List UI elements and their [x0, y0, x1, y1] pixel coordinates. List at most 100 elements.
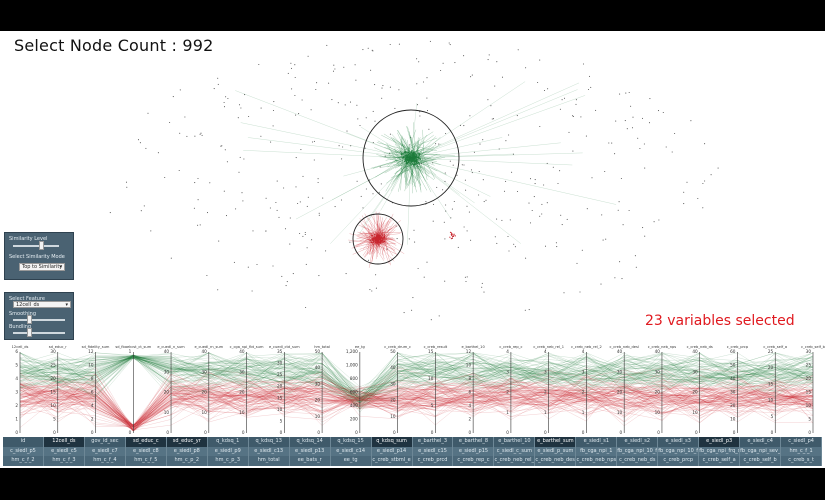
graph-node[interactable] — [428, 128, 430, 130]
graph-node[interactable] — [333, 64, 335, 66]
graph-node[interactable] — [470, 169, 473, 171]
graph-node[interactable] — [143, 205, 145, 207]
graph-node[interactable] — [556, 246, 558, 248]
graph-node[interactable] — [334, 206, 336, 208]
variable-cell[interactable]: e_siedl_s1 — [576, 437, 618, 447]
graph-node[interactable] — [220, 145, 222, 147]
variable-cell[interactable]: c_creb_self_a — [699, 456, 741, 466]
graph-node[interactable] — [206, 212, 209, 214]
graph-node[interactable] — [150, 230, 152, 232]
graph-node[interactable] — [435, 143, 437, 145]
graph-node[interactable] — [217, 289, 219, 291]
graph-node[interactable] — [362, 207, 364, 209]
pc-axis[interactable]: c_creb_neb_rel_14 3 2 1 0 — [533, 345, 564, 435]
graph-node[interactable] — [235, 208, 237, 210]
graph-node[interactable] — [313, 159, 315, 161]
graph-node[interactable] — [226, 161, 228, 163]
graph-node[interactable] — [225, 215, 228, 217]
graph-node[interactable] — [539, 59, 541, 61]
variable-cell[interactable]: e_siedl_p8 — [166, 446, 208, 456]
graph-node[interactable] — [304, 231, 306, 234]
graph-node[interactable] — [619, 93, 621, 95]
graph-node[interactable] — [557, 182, 559, 185]
graph-node[interactable] — [465, 280, 467, 283]
graph-node[interactable] — [109, 212, 111, 214]
green-cluster-boundary[interactable] — [362, 109, 460, 207]
graph-node[interactable] — [505, 140, 507, 142]
graph-node[interactable] — [539, 215, 541, 217]
variable-cell[interactable]: c_creb_stbml_e — [371, 456, 413, 466]
graph-node[interactable] — [197, 199, 199, 201]
graph-node[interactable] — [563, 97, 566, 99]
graph-node[interactable] — [543, 184, 545, 186]
graph-node[interactable] — [436, 186, 438, 188]
graph-node[interactable] — [318, 212, 320, 214]
graph-node[interactable] — [419, 111, 421, 113]
graph-node[interactable] — [300, 149, 302, 151]
graph-node[interactable] — [340, 199, 343, 201]
graph-node[interactable] — [482, 179, 484, 181]
graph-node[interactable] — [422, 81, 425, 83]
graph-node[interactable] — [302, 175, 304, 177]
graph-node[interactable] — [555, 242, 557, 244]
graph-node[interactable] — [449, 44, 451, 46]
graph-node[interactable] — [317, 178, 319, 180]
graph-node[interactable] — [223, 101, 225, 104]
graph-node[interactable] — [370, 69, 372, 71]
graph-node[interactable] — [590, 86, 592, 88]
graph-node[interactable] — [218, 240, 220, 242]
graph-node[interactable] — [179, 132, 181, 134]
graph-node[interactable] — [608, 142, 610, 144]
graph-node[interactable] — [248, 115, 250, 118]
graph-node[interactable] — [301, 99, 303, 101]
graph-node[interactable] — [357, 118, 359, 120]
graph-node[interactable] — [394, 107, 396, 109]
graph-node[interactable] — [284, 228, 287, 230]
graph-node[interactable] — [389, 43, 391, 46]
graph-node[interactable] — [432, 203, 435, 205]
graph-node[interactable] — [481, 282, 483, 284]
pc-axis[interactable]: c_creb_self_b30 25 20 15 10 5 0 — [801, 345, 825, 435]
graph-node[interactable] — [560, 214, 562, 216]
graph-node[interactable] — [360, 195, 362, 197]
graph-node[interactable] — [328, 82, 330, 84]
graph-node[interactable] — [367, 47, 369, 49]
graph-node[interactable] — [354, 64, 356, 66]
graph-node[interactable] — [487, 59, 489, 61]
graph-node[interactable] — [365, 117, 367, 119]
graph-node[interactable] — [614, 153, 616, 155]
graph-node[interactable] — [289, 243, 291, 245]
graph-node[interactable] — [334, 68, 336, 70]
graph-node[interactable] — [145, 147, 147, 149]
graph-node[interactable] — [525, 257, 527, 259]
graph-node[interactable] — [140, 210, 142, 212]
graph-node[interactable] — [200, 132, 202, 134]
graph-node[interactable] — [290, 62, 292, 64]
graph-node[interactable] — [310, 109, 312, 111]
graph-node[interactable] — [531, 209, 533, 212]
graph-node[interactable] — [247, 266, 249, 268]
green-cluster[interactable] — [371, 122, 455, 194]
graph-node[interactable] — [379, 166, 381, 168]
variable-cell[interactable]: e_siedl_c15 — [412, 446, 454, 456]
variable-cell[interactable]: e_siedl_c14 — [330, 446, 372, 456]
graph-node[interactable] — [398, 43, 400, 45]
graph-node[interactable] — [416, 104, 419, 106]
graph-node[interactable] — [496, 61, 498, 63]
variable-cell[interactable]: fb_cga_npi_sev_sum — [740, 446, 782, 456]
graph-node[interactable] — [299, 232, 301, 235]
graph-node[interactable] — [541, 213, 543, 215]
graph-node[interactable] — [571, 115, 574, 117]
graph-node[interactable] — [440, 69, 442, 72]
variable-cell[interactable]: e_barthel_10 — [494, 437, 536, 447]
variable-cell[interactable]: e_siedl_p13 — [289, 446, 331, 456]
graph-node[interactable] — [199, 224, 201, 226]
graph-node[interactable] — [471, 74, 473, 76]
graph-node[interactable] — [649, 98, 651, 100]
graph-node[interactable] — [260, 107, 262, 109]
graph-node[interactable] — [322, 197, 324, 199]
graph-node[interactable] — [186, 135, 188, 137]
graph-node[interactable] — [625, 92, 627, 94]
